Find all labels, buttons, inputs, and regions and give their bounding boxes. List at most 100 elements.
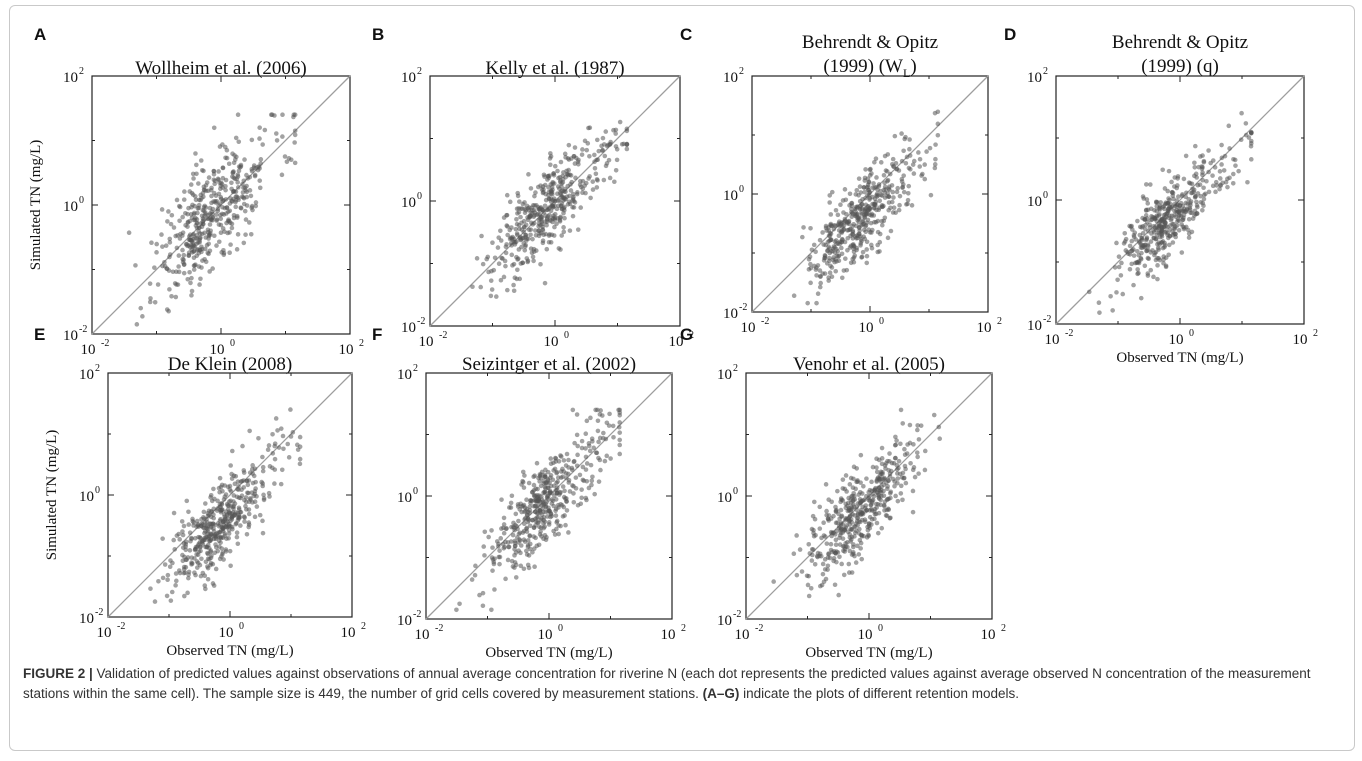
scatter-point (286, 455, 292, 460)
panel-d: D Behrendt & Opitz(1999) (q)10 -210 -210 010… (1004, 25, 1318, 366)
scatter-point (501, 515, 507, 521)
scatter-point (800, 234, 805, 240)
scatter-point (546, 233, 552, 238)
scatter-point (833, 268, 839, 274)
scatter-point (140, 314, 145, 319)
scatter-point (576, 161, 581, 167)
scatter-point (582, 138, 588, 144)
scatter-point (187, 548, 193, 553)
scatter-point (1128, 224, 1134, 230)
x-tick-label: 10 (981, 627, 996, 643)
scatter-point (791, 551, 797, 556)
scatter-point (1180, 217, 1186, 222)
scatter-point (562, 488, 567, 494)
scatter-point (555, 479, 560, 484)
scatter-point (1171, 226, 1177, 231)
scatter-point (1086, 289, 1092, 295)
scatter-point (808, 280, 813, 286)
scatter-point (482, 529, 488, 535)
scatter-point (1155, 245, 1161, 251)
scatter-point (514, 206, 520, 212)
scatter-point (898, 441, 903, 447)
scatter-point (524, 236, 530, 242)
scatter-point (515, 232, 520, 238)
scatter-point (817, 526, 823, 531)
x-tick-exponent: 2 (997, 316, 1002, 327)
scatter-point (531, 534, 536, 539)
scatter-point (820, 561, 826, 567)
scatter-point (856, 492, 862, 497)
scatter-point (160, 575, 166, 581)
scatter-point (193, 151, 198, 156)
scatter-point (1172, 184, 1177, 189)
scatter-point (528, 246, 534, 251)
scatter-point (195, 246, 201, 252)
scatter-point (1208, 160, 1213, 166)
scatter-point (228, 563, 233, 569)
scatter-point (234, 176, 240, 182)
scatter-point (834, 253, 840, 259)
scatter-point (163, 243, 169, 248)
scatter-point (548, 456, 554, 461)
scatter-point (865, 176, 871, 181)
scatter-point (884, 513, 890, 519)
scatter-point (1200, 207, 1205, 213)
y-tick-exponent: 0 (1043, 190, 1048, 201)
scatter-point (908, 461, 913, 466)
scatter-point (209, 509, 215, 515)
scatter-point (208, 525, 214, 530)
scatter-point (521, 521, 527, 526)
scatter-point (893, 442, 899, 448)
y-tick-exponent: 2 (413, 363, 418, 374)
scatter-point (199, 167, 205, 173)
scatter-point (223, 549, 229, 554)
scatter-point (212, 550, 218, 556)
scatter-point (560, 514, 566, 519)
scatter-point (1231, 156, 1236, 162)
scatter-point (203, 235, 209, 240)
figure-frame (9, 5, 1355, 751)
scatter-point (191, 176, 196, 181)
scatter-point (566, 465, 571, 470)
scatter-point (852, 497, 857, 502)
scatter-point (1153, 200, 1159, 205)
scatter-point (553, 459, 559, 464)
y-axis-title: Simulated TN (mg/L) (44, 430, 60, 561)
scatter-point (224, 513, 230, 518)
scatter-point (544, 535, 549, 540)
y-tick-exponent: 2 (417, 66, 422, 77)
scatter-point (519, 482, 524, 487)
scatter-point (168, 221, 174, 227)
scatter-point (1243, 121, 1249, 126)
x-tick-label: 10 (538, 627, 553, 643)
scatter-point (203, 529, 208, 534)
scatter-point (904, 202, 909, 207)
scatter-point (601, 142, 607, 147)
scatter-point (1194, 199, 1199, 205)
scatter-point (881, 203, 886, 209)
scatter-point (167, 236, 173, 242)
scatter-point (548, 162, 553, 168)
scatter-point (232, 481, 238, 487)
scatter-point (537, 532, 543, 537)
scatter-point (833, 257, 838, 262)
scatter-point (188, 182, 194, 187)
scatter-point (228, 524, 233, 529)
scatter-point (794, 533, 799, 538)
scatter-point (239, 478, 245, 484)
scatter-point (292, 128, 298, 134)
scatter-point (865, 187, 871, 193)
scatter-point (278, 426, 284, 431)
scatter-point (575, 227, 581, 232)
scatter-point (134, 322, 140, 327)
x-tick-label: 10 (419, 334, 434, 350)
scatter-point (205, 576, 211, 582)
scatter-point (844, 523, 849, 528)
scatter-point (182, 593, 187, 599)
scatter-point (579, 152, 585, 157)
scatter-point (218, 186, 223, 192)
scatter-point (824, 261, 830, 266)
scatter-point (594, 177, 600, 182)
scatter-point (896, 207, 902, 213)
scatter-point (520, 260, 525, 266)
